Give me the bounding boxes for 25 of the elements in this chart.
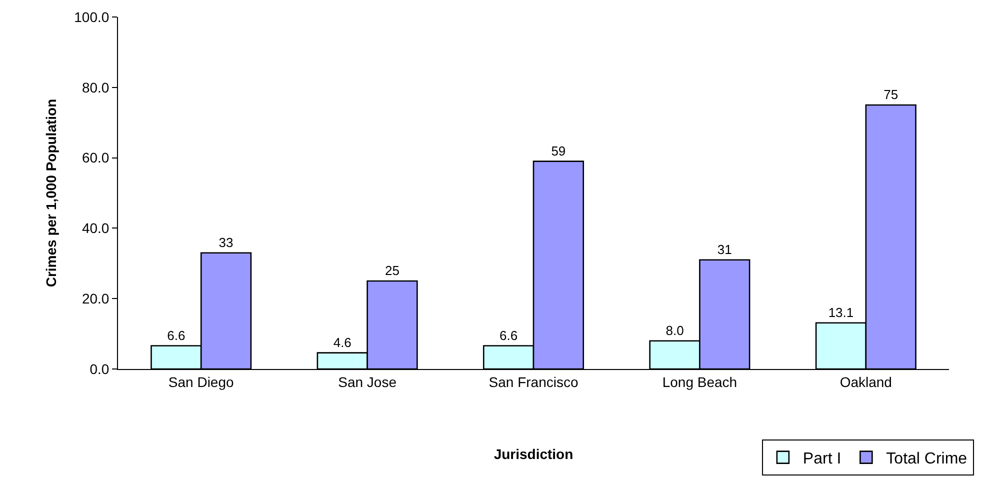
data-label: 59 — [551, 143, 566, 158]
data-label: 8.0 — [666, 322, 684, 338]
y-tick-label: 60.0 — [82, 150, 110, 166]
data-label: 6.6 — [500, 328, 518, 343]
x-tick-label: San Diego — [168, 374, 234, 390]
data-label: 31 — [717, 242, 732, 257]
y-tick-label: 20.0 — [82, 290, 110, 306]
x-tick-label: San Jose — [338, 374, 397, 390]
data-label: 6.6 — [167, 328, 186, 343]
legend-label: Total Crime — [886, 450, 968, 468]
y-tick-label: 0.0 — [90, 360, 110, 377]
data-label: 25 — [384, 263, 400, 278]
y-tick-label: 100.0 — [74, 8, 110, 25]
legend-label: Part I — [802, 450, 842, 468]
x-tick-label: Oakland — [840, 374, 892, 390]
y-tick-label: 40.0 — [82, 220, 110, 236]
data-label: 75 — [884, 87, 898, 102]
data-label: 4.6 — [333, 334, 352, 350]
x-tick-label: San Francisco — [488, 374, 578, 390]
x-axis-title: Jurisdiction — [494, 446, 574, 462]
x-tick-label: Long Beach — [662, 374, 738, 390]
data-label: 33 — [218, 234, 234, 250]
data-label: 13.1 — [828, 304, 854, 320]
y-tick-label: 80.0 — [82, 79, 110, 96]
y-axis-title: Crimes per 1,000 Population — [42, 98, 59, 288]
